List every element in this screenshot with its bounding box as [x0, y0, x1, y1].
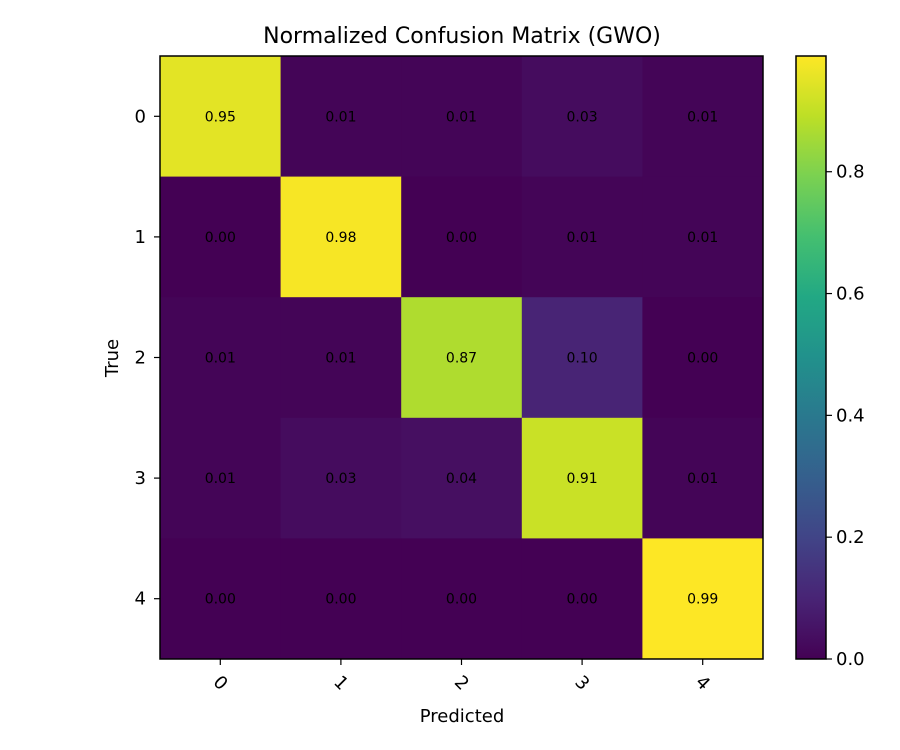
- x-tick-label: 3: [571, 672, 594, 695]
- x-tick-label: 1: [329, 672, 352, 695]
- heatmap-cell-0-3: [521, 56, 643, 178]
- heatmap-cell-1-2: [401, 176, 523, 298]
- cell-value-label: 0.01: [446, 109, 477, 125]
- cell-value-label: 0.10: [567, 351, 598, 367]
- heatmap-cell-labels: 0.95 0.01 0.01 0.03 0.01 0.00 0.98 0.00 0.01 0.01…: [205, 109, 719, 607]
- cell-value-label: 0.01: [687, 471, 718, 487]
- cell-value-label: 0.01: [687, 109, 718, 125]
- cell-value-label: 0.00: [205, 592, 236, 608]
- cell-value-label: 0.01: [205, 471, 236, 487]
- chart-title: Normalized Confusion Matrix (GWO): [263, 24, 661, 49]
- cell-value-label: 0.00: [446, 592, 477, 608]
- heatmap-cell-0-1: [280, 56, 402, 178]
- cell-value-label: 0.98: [325, 230, 356, 246]
- cell-value-label: 0.01: [567, 230, 598, 246]
- heatmap-cell-3-4: [642, 417, 764, 539]
- y-tick-label: 3: [135, 468, 146, 489]
- cell-value-label: 0.03: [567, 109, 598, 125]
- heatmap-cell-2-2: [401, 297, 523, 419]
- cell-value-label: 0.00: [567, 592, 598, 608]
- colorbar-tick-label: 0.6: [836, 284, 865, 305]
- heatmap-cell-0-0: [160, 56, 282, 178]
- heatmap-cell-3-2: [401, 417, 523, 539]
- y-tick-label: 4: [135, 589, 146, 610]
- x-tick-label: 4: [691, 672, 714, 695]
- heatmap-cell-3-3: [521, 417, 643, 539]
- x-tick-label: 0: [209, 672, 232, 695]
- heatmap-cell-4-4: [642, 538, 764, 660]
- cell-value-label: 0.04: [446, 471, 477, 487]
- cell-value-label: 0.95: [205, 109, 236, 125]
- cell-value-label: 0.01: [687, 230, 718, 246]
- heatmap-cell-1-0: [160, 176, 282, 298]
- cell-value-label: 0.01: [205, 351, 236, 367]
- cell-value-label: 0.00: [687, 351, 718, 367]
- cell-value-label: 0.00: [446, 230, 477, 246]
- heatmap-cell-2-0: [160, 297, 282, 419]
- cell-value-label: 0.87: [446, 351, 477, 367]
- cell-value-label: 0.91: [567, 471, 598, 487]
- heatmap-cell-0-4: [642, 56, 764, 178]
- cell-value-label: 0.00: [325, 592, 356, 608]
- heatmap-cells: [160, 56, 764, 660]
- heatmap-cell-3-0: [160, 417, 282, 539]
- heatmap-cell-4-3: [521, 538, 643, 660]
- heatmap-cell-1-3: [521, 176, 643, 298]
- colorbar-frame: [795, 55, 827, 660]
- colorbar: [796, 56, 826, 659]
- heatmap-cell-2-4: [642, 297, 764, 419]
- cell-value-label: 0.00: [205, 230, 236, 246]
- x-axis-ticks: 0 1 2 3 4: [209, 659, 714, 695]
- cell-value-label: 0.01: [325, 109, 356, 125]
- cell-value-label: 0.01: [325, 351, 356, 367]
- y-tick-label: 0: [135, 106, 146, 127]
- colorbar-tick-label: 0.0: [836, 649, 865, 670]
- cell-value-label: 0.03: [325, 471, 356, 487]
- heatmap-cell-2-3: [521, 297, 643, 419]
- heatmap-cell-2-1: [280, 297, 402, 419]
- heatmap-cell-4-0: [160, 538, 282, 660]
- heatmap-cell-0-2: [401, 56, 523, 178]
- y-tick-label: 2: [135, 348, 146, 369]
- heatmap-cell-4-1: [280, 538, 402, 660]
- x-tick-label: 2: [450, 672, 473, 695]
- colorbar-tick-label: 0.4: [836, 405, 865, 426]
- colorbar-ticks: 0.0 0.2 0.4 0.6 0.8: [826, 162, 865, 670]
- heatmap-cell-1-1: [280, 176, 402, 298]
- heatmap-cell-3-1: [280, 417, 402, 539]
- x-axis-label: Predicted: [420, 706, 505, 727]
- colorbar-tick-label: 0.2: [836, 527, 865, 548]
- y-axis-label: True: [102, 339, 123, 378]
- cell-value-label: 0.99: [687, 592, 718, 608]
- heatmap-cell-1-4: [642, 176, 764, 298]
- y-axis-ticks: 0 1 2 3 4: [135, 106, 160, 610]
- colorbar-tick-label: 0.8: [836, 162, 865, 183]
- y-tick-label: 1: [135, 227, 146, 248]
- heatmap-cell-4-2: [401, 538, 523, 660]
